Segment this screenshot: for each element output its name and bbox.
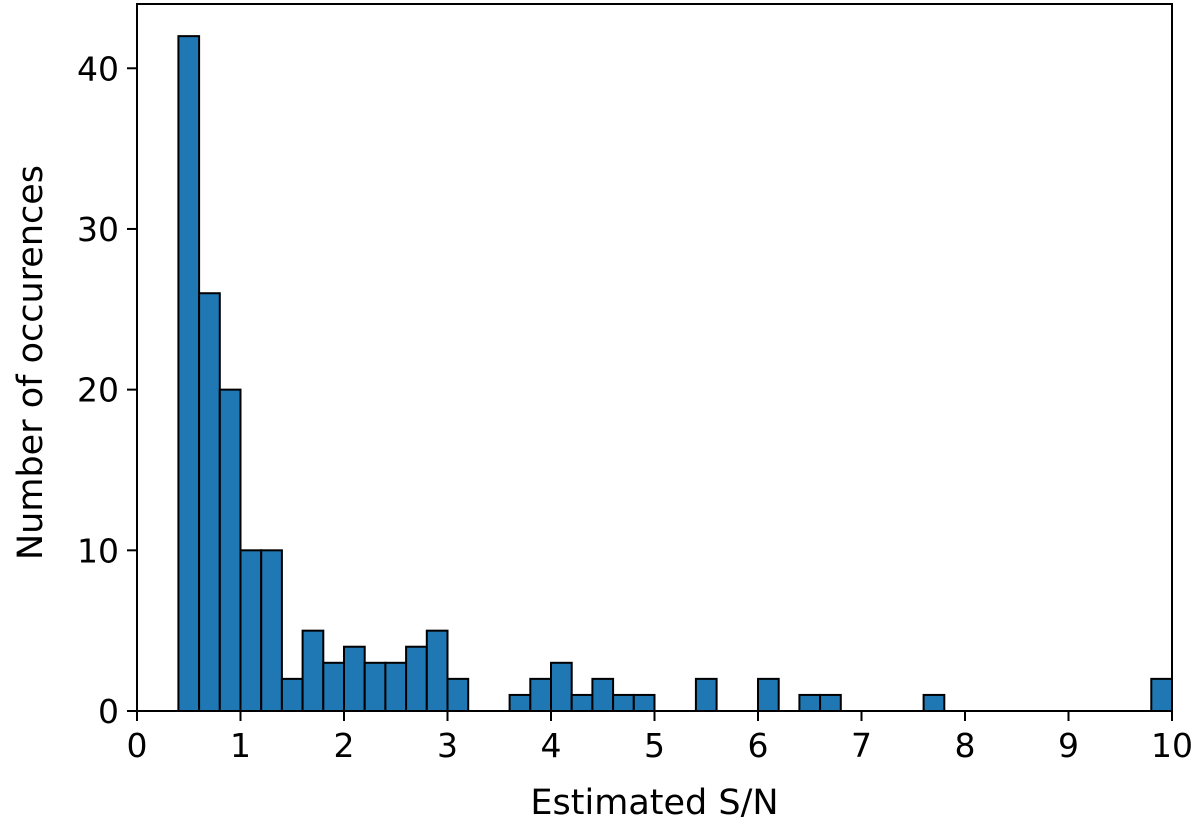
histogram-bar: [218, 388, 242, 712]
y-tick-label: 10: [77, 531, 119, 570]
x-tick-label: 1: [230, 726, 251, 765]
x-tick-label: 2: [334, 726, 355, 765]
histogram-bar: [384, 661, 408, 713]
x-tick-label: 9: [1058, 726, 1079, 765]
histogram-bar: [922, 693, 946, 713]
histogram-bar: [612, 693, 635, 713]
histogram-bar: [529, 677, 552, 713]
histogram-bar: [446, 677, 470, 713]
histogram-bar: [260, 549, 283, 712]
histogram-bar: [508, 693, 532, 713]
histogram-bar: [550, 661, 573, 713]
x-tick-label: 0: [127, 726, 148, 765]
x-axis-label: Estimated S/N: [530, 783, 778, 823]
histogram-bar: [343, 645, 366, 713]
x-tick-label: 10: [1151, 726, 1193, 765]
histogram-bar: [570, 693, 594, 713]
histogram-bar: [363, 661, 387, 713]
histogram-bar: [177, 35, 201, 713]
bars-group: [177, 35, 1174, 713]
histogram-bar: [405, 645, 428, 713]
histogram-bar: [694, 677, 718, 713]
histogram-bar: [280, 677, 304, 713]
x-tick-label: 7: [851, 726, 872, 765]
histogram-bar: [1150, 677, 1174, 713]
histogram-bar: [591, 677, 615, 713]
histogram-bar: [322, 661, 345, 713]
x-tick-label: 8: [955, 726, 976, 765]
histogram-bar: [301, 629, 325, 713]
y-tick-label: 20: [77, 371, 119, 410]
ticks-group: 0 1 2 3 4 5 6 7 8 9 10 0 10 20 30 40: [77, 49, 1193, 765]
histogram-bar: [425, 629, 449, 713]
y-tick-label: 40: [77, 49, 119, 88]
x-tick-label: 4: [541, 726, 562, 765]
histogram-bar: [632, 693, 656, 713]
y-axis-label: Number of occurences: [11, 165, 51, 560]
histogram-bar: [819, 693, 842, 713]
y-tick-label: 30: [77, 210, 119, 249]
plot-frame: [136, 3, 1173, 712]
x-tick-label: 3: [437, 726, 458, 765]
histogram-bar: [198, 292, 221, 712]
histogram-bar: [798, 693, 822, 713]
x-tick-label: 5: [644, 726, 665, 765]
histogram-bar: [757, 677, 780, 713]
x-tick-label: 6: [748, 726, 769, 765]
y-tick-label: 0: [98, 692, 119, 731]
histogram-bar: [239, 549, 263, 712]
